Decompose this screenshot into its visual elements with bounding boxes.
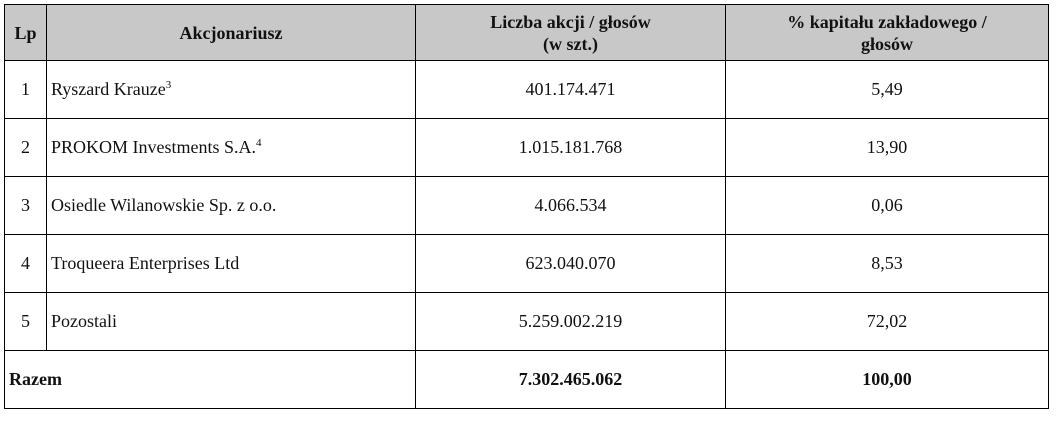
percent-cell: 0,06 <box>725 176 1049 235</box>
shareholder-table: Lp Akcjonariusz Liczba akcji / głosów (w … <box>4 4 1049 409</box>
table-row: 4 Troqueera Enterprises Ltd 623.040.070 8,5… <box>4 234 1049 293</box>
table-row: 5 Pozostali 5.259.002.219 72,02 <box>4 292 1049 351</box>
table-row: 3 Osiedle Wilanowskie Sp. z o.o. 4.066.534… <box>4 176 1049 235</box>
footnote-ref: 3 <box>165 79 172 91</box>
name-cell: PROKOM Investments S.A.4 <box>46 118 416 177</box>
total-shares: 7.302.465.062 <box>415 350 726 409</box>
lp-cell: 4 <box>4 234 47 293</box>
percent-cell: 13,90 <box>725 118 1049 177</box>
shareholder-name: Troqueera Enterprises Ltd <box>51 253 240 273</box>
name-cell: Troqueera Enterprises Ltd <box>46 234 416 293</box>
header-cell: Lp <box>4 4 47 61</box>
shareholder-name: Ryszard Krauze <box>51 79 166 99</box>
header-row: Lp Akcjonariusz Liczba akcji / głosów (w … <box>4 4 1049 61</box>
shareholder-name: Pozostali <box>51 311 117 331</box>
shares-cell: 4.066.534 <box>415 176 726 235</box>
header-line: Liczba akcji / głosów <box>490 11 651 32</box>
name-cell: Ryszard Krauze3 <box>46 60 416 119</box>
name-cell: Pozostali <box>46 292 416 351</box>
percent-cell: 72,02 <box>725 292 1049 351</box>
shareholder-name: PROKOM Investments S.A. <box>51 137 257 157</box>
name-cell: Osiedle Wilanowskie Sp. z o.o. <box>46 176 416 235</box>
percent-cell: 5,49 <box>725 60 1049 119</box>
shares-cell: 5.259.002.219 <box>415 292 726 351</box>
total-percent: 100,00 <box>725 350 1049 409</box>
lp-cell: 3 <box>4 176 47 235</box>
footnote-ref: 4 <box>256 137 262 149</box>
shares-cell: 623.040.070 <box>415 234 726 293</box>
table-row: 1 Ryszard Krauze3 401.174.471 5,49 <box>4 60 1049 119</box>
lp-cell: 2 <box>4 118 47 177</box>
lp-cell: 5 <box>4 292 47 351</box>
percent-cell: 8,53 <box>725 234 1049 293</box>
header-cell: % kapitału zakładowego / głosów <box>725 4 1049 61</box>
table-row: 2 PROKOM Investments S.A.4 1.015.181.768 13… <box>4 118 1049 177</box>
total-label: Razem <box>4 350 416 409</box>
header-cell: Akcjonariusz <box>46 4 416 61</box>
header-cell: Liczba akcji / głosów (w szt.) <box>415 4 726 61</box>
total-row: Razem 7.302.465.062 100,00 <box>4 350 1049 409</box>
shares-cell: 401.174.471 <box>415 60 726 119</box>
shareholder-name: Osiedle Wilanowskie Sp. z o.o. <box>51 195 277 215</box>
shares-cell: 1.015.181.768 <box>415 118 726 177</box>
lp-cell: 1 <box>4 60 47 119</box>
header-line: (w szt.) <box>543 33 598 54</box>
